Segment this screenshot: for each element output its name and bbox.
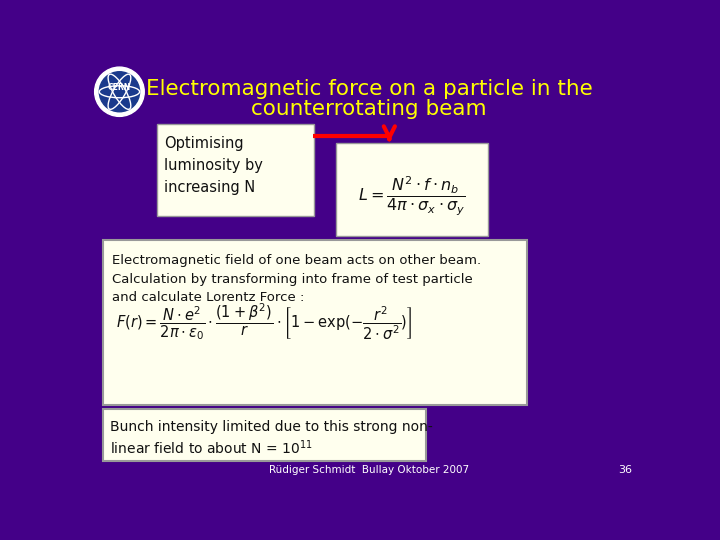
Text: Electromagnetic force on a particle in the: Electromagnetic force on a particle in t… [145,79,593,99]
Text: $F(r) = \dfrac{N \cdot e^2}{2\pi \cdot \varepsilon_0} \cdot \dfrac{(1+\beta^2)}{: $F(r) = \dfrac{N \cdot e^2}{2\pi \cdot \… [116,301,412,342]
Text: $L = \dfrac{N^2 \cdot f \cdot n_b}{4\pi \cdot \sigma_x \cdot \sigma_y}$: $L = \dfrac{N^2 \cdot f \cdot n_b}{4\pi … [359,174,466,217]
FancyBboxPatch shape [103,409,426,461]
Circle shape [94,67,144,117]
FancyBboxPatch shape [103,240,527,405]
Text: linear field to about N = 10$^{11}$: linear field to about N = 10$^{11}$ [110,438,313,457]
Text: counterrotating beam: counterrotating beam [251,99,487,119]
Text: CERN: CERN [108,83,131,92]
FancyBboxPatch shape [336,143,488,236]
Text: Optimising
luminosity by
increasing N: Optimising luminosity by increasing N [164,136,264,195]
Text: 36: 36 [618,465,632,475]
Circle shape [99,72,140,112]
Text: Rüdiger Schmidt  Bullay Oktober 2007: Rüdiger Schmidt Bullay Oktober 2007 [269,465,469,475]
Text: Calculation by transforming into frame of test particle: Calculation by transforming into frame o… [112,273,472,286]
FancyBboxPatch shape [158,124,314,217]
Text: Bunch intensity limited due to this strong non-: Bunch intensity limited due to this stro… [110,420,433,434]
Text: and calculate Lorentz Force :: and calculate Lorentz Force : [112,291,304,304]
Text: Electromagnetic field of one beam acts on other beam.: Electromagnetic field of one beam acts o… [112,254,481,267]
